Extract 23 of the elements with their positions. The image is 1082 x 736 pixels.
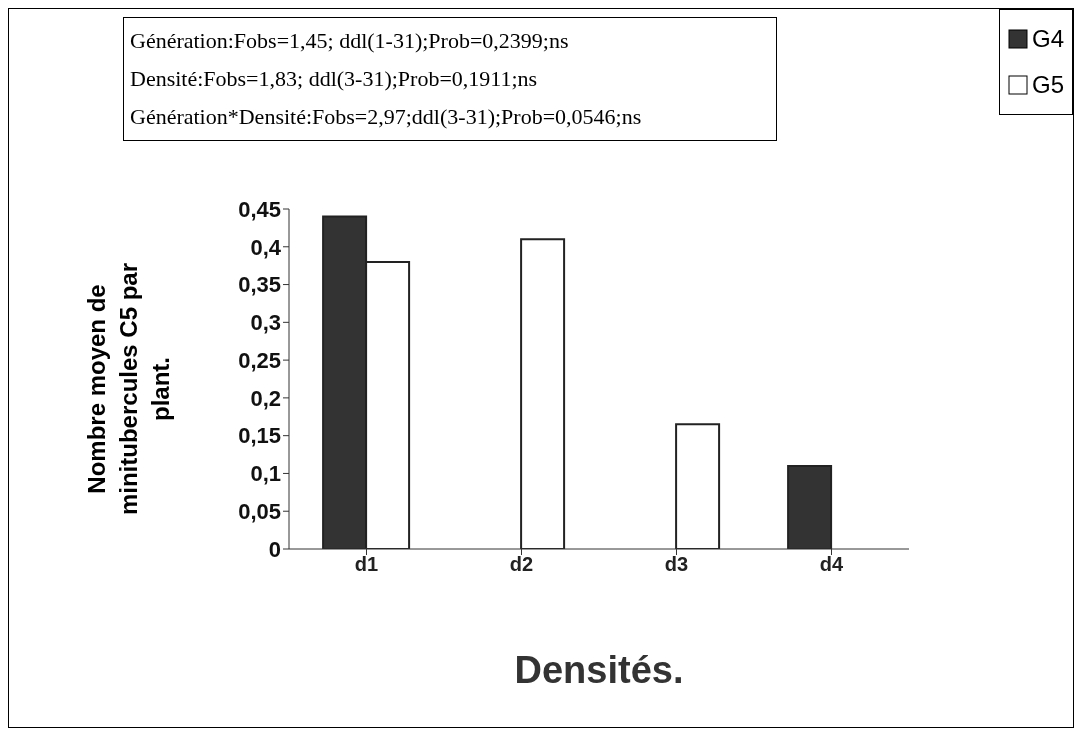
y-tick-label: 0,4 bbox=[250, 234, 282, 260]
y-tick-label: 0,35 bbox=[238, 272, 281, 298]
y-tick-label: 0 bbox=[268, 536, 281, 562]
x-tick-label: d3 bbox=[664, 553, 689, 576]
text: Génération:Fobs=1,45; ddl(1-31);Prob=0,2399;ns bbox=[130, 27, 570, 55]
y-tick-label: 0,05 bbox=[238, 499, 281, 525]
x-tick-label: d4 bbox=[819, 553, 845, 576]
y-tick-label: 0,1 bbox=[250, 461, 281, 487]
x-tick-label: d2 bbox=[509, 553, 534, 576]
x-axis-title: Densités. bbox=[513, 649, 685, 692]
text: Densité:Fobs=1,83; ddl(3-31);Prob=0,1911;ns bbox=[130, 65, 539, 93]
y-axis-title: Nombre moyen de minitubercules C5 par plant. bbox=[82, 261, 175, 518]
y-tick-label: 0,15 bbox=[238, 423, 281, 449]
text: Génération*Densité:Fobs=2,97;ddl(3-31);Prob=0,0546;ns bbox=[130, 103, 643, 131]
y-tick-label: 0,3 bbox=[250, 310, 281, 336]
text: G5 bbox=[1031, 71, 1064, 99]
bar bbox=[520, 238, 566, 549]
bar bbox=[675, 423, 721, 549]
y-tick-label: 0,25 bbox=[238, 347, 281, 373]
y-tick-label: 0,45 bbox=[238, 196, 281, 222]
x-tick-label: d1 bbox=[354, 553, 379, 576]
y-tick-label: 0,2 bbox=[250, 385, 281, 411]
legend-label: G4 bbox=[1031, 25, 1064, 53]
